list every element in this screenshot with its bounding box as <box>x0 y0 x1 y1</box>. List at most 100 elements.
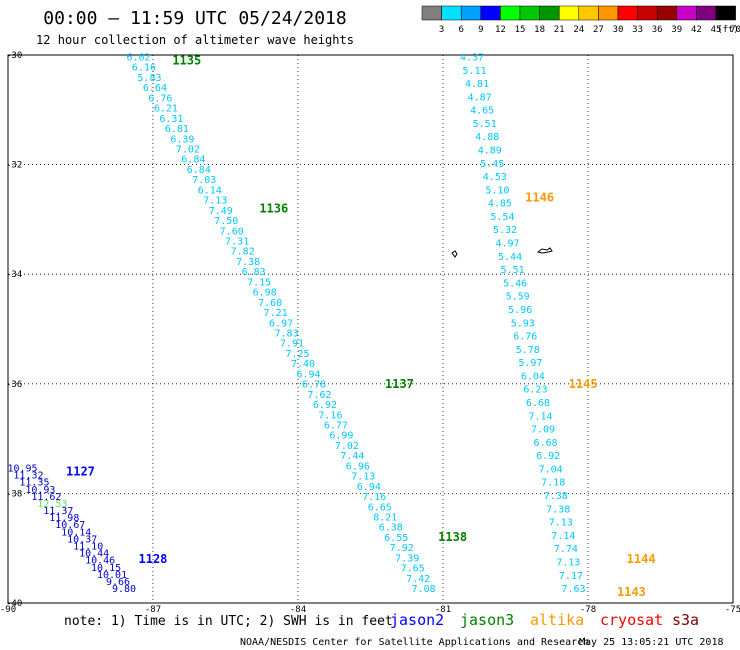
wave-height-value: 7.38 <box>236 257 260 268</box>
wave-height-value: 7.39 <box>395 553 419 564</box>
satellite-legend-altika: altika <box>530 611 584 629</box>
wave-height-value: 4.88 <box>475 132 499 143</box>
colorbar-swatch <box>696 5 717 21</box>
x-tick-label: -75 <box>725 605 740 615</box>
wave-height-value: 4.87 <box>468 92 492 103</box>
wave-height-value: 5.93 <box>511 318 535 329</box>
colorbar-swatch <box>578 5 599 21</box>
wave-height-value: 6.02 <box>126 52 150 63</box>
wave-height-value: 5.97 <box>518 358 542 369</box>
units-note: note: 1) Time is in UTC; 2) SWH is in fe… <box>64 614 393 629</box>
colorbar-label: 18 <box>534 25 545 35</box>
wave-height-value: 11.37 <box>43 506 73 517</box>
satellite-legend-cryosat: cryosat <box>600 611 663 629</box>
wave-height-value: 6.16 <box>132 63 156 74</box>
wave-height-value: 6.96 <box>346 461 370 472</box>
wave-height-value: 10.15 <box>91 563 121 574</box>
wave-height-value: 6.98 <box>253 288 277 299</box>
wave-height-value: 7.13 <box>351 472 375 483</box>
satellite-legend-jason3: jason3 <box>460 611 514 629</box>
wave-height-value: 4.85 <box>488 199 512 210</box>
wave-height-value: 7.74 <box>554 544 578 555</box>
y-tick-label: -38 <box>6 489 22 499</box>
colorbar-label: 45 <box>711 25 722 35</box>
wave-height-value: 7.21 <box>264 308 288 319</box>
wave-height-value: 10.44 <box>79 549 109 560</box>
wave-height-value: 5.51 <box>473 119 497 130</box>
colorbar-swatch <box>480 5 501 21</box>
x-tick-label: -78 <box>580 605 596 615</box>
wave-height-value: 6.92 <box>536 451 560 462</box>
wave-height-value: 6.21 <box>154 104 178 115</box>
wave-height-value: 6.92 <box>313 400 337 411</box>
wave-height-value: 6.65 <box>368 502 392 513</box>
chart-subtitle: 12 hour collection of altimeter wave hei… <box>36 33 354 47</box>
satellite-legend-s3a: s3a <box>672 611 699 629</box>
wave-height-value: 6.77 <box>324 420 348 431</box>
wave-height-value: 7.31 <box>225 236 249 247</box>
wave-height-value: 11.35 <box>19 478 49 489</box>
generation-timestamp: May 25 13:05:21 UTC 2018 <box>579 637 724 648</box>
wave-height-value: 6.04 <box>521 371 545 382</box>
wave-height-value: 5.83 <box>137 73 161 84</box>
colorbar-label: 3 <box>439 25 444 35</box>
wave-height-value: 7.62 <box>307 390 331 401</box>
wave-height-value: 7.83 <box>275 328 299 339</box>
colorbar-label: 24 <box>573 25 584 35</box>
pass-time-label: 1143 <box>617 585 646 599</box>
wave-height-value: 9.66 <box>106 577 130 588</box>
wave-height-value: 6.55 <box>384 533 408 544</box>
colorbar-label: 42 <box>691 25 702 35</box>
wave-height-value: 7.13 <box>549 518 573 529</box>
wave-height-value: 5.54 <box>490 212 514 223</box>
colorbar-swatch <box>715 5 736 21</box>
colorbar-swatch <box>539 5 560 21</box>
y-tick-label: -34 <box>6 270 22 280</box>
island-outline <box>451 250 458 258</box>
wave-height-value: 6.81 <box>165 124 189 135</box>
colorbar-swatch <box>558 5 580 21</box>
colorbar-label: 6 <box>458 25 463 35</box>
grid-lines <box>8 55 733 603</box>
colorbar-swatch <box>676 5 697 21</box>
wave-height-value: 10.14 <box>61 527 91 538</box>
wave-height-value: 7.50 <box>214 216 238 227</box>
colorbar-label: 15 <box>515 25 526 35</box>
colorbar-swatch <box>656 5 678 21</box>
wave-height-value: 7.40 <box>291 359 315 370</box>
colorbar-swatch <box>460 5 482 21</box>
wave-height-value: 4.37 <box>460 52 484 63</box>
wave-height-value: 10.67 <box>55 520 85 531</box>
wave-height-value: 5.46 <box>503 278 527 289</box>
wave-height-value: 7.15 <box>247 277 271 288</box>
wave-height-value: 5.44 <box>498 252 522 263</box>
wave-height-value: 9.80 <box>112 584 136 595</box>
wave-height-value: 7.25 <box>285 349 309 360</box>
wave-height-value: 7.14 <box>551 531 575 542</box>
wave-height-value: 5.78 <box>516 345 540 356</box>
pass-time-label: 1135 <box>172 53 201 67</box>
colorbar-swatch <box>519 5 540 21</box>
y-tick-label: -36 <box>6 380 22 390</box>
wave-height-value: 7.92 <box>390 543 414 554</box>
wave-height-value: 6.94 <box>296 369 320 380</box>
colorbar-label: 33 <box>632 25 643 35</box>
wave-height-value: 5.32 <box>493 225 517 236</box>
wave-height-value: 4.89 <box>478 146 502 157</box>
pass-time-label: 1128 <box>139 552 168 566</box>
wave-height-value: 6.38 <box>379 523 403 534</box>
colorbar-label: 12 <box>495 25 506 35</box>
wave-height-value: 7.03 <box>192 175 216 186</box>
wave-height-value: 8.21 <box>373 512 397 523</box>
axis-tick-labels: -90 -87 -84 -81 -78 -75 -30 -32 -34 -36 -38 -40 <box>0 51 740 615</box>
color-scale-legend: 3 6 9 12 15 18 21 24 27 30 33 36 39 42 45 70(ft) <box>421 5 740 35</box>
colorbar-label: 36 <box>652 25 663 35</box>
wave-height-value: 6.68 <box>534 438 558 449</box>
wave-height-value: 7.91 <box>280 339 304 350</box>
wave-height-value: 7.13 <box>556 557 580 568</box>
wave-height-value: 4.53 <box>483 172 507 183</box>
wave-height-value: 7.09 <box>531 425 555 436</box>
colorbar-label: 39 <box>671 25 682 35</box>
colorbar-unit: (ft) <box>717 25 739 35</box>
colorbar-swatch <box>617 5 638 21</box>
